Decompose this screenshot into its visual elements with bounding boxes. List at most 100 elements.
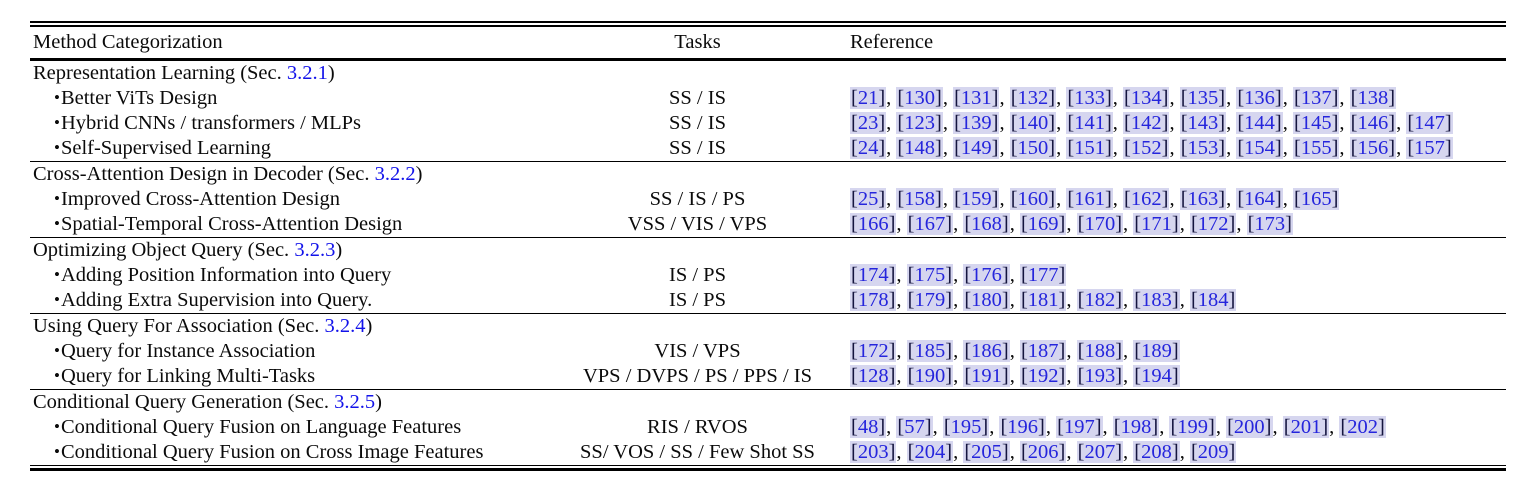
reference-link[interactable]: [169] bbox=[1019, 213, 1067, 235]
reference-link[interactable]: [146] bbox=[1349, 112, 1397, 134]
reference-link[interactable]: [21] bbox=[850, 87, 887, 109]
reference-link[interactable]: [175] bbox=[906, 264, 954, 286]
reference-link[interactable]: [176] bbox=[963, 264, 1010, 286]
reference-link[interactable]: [130] bbox=[896, 87, 943, 109]
bracket-open: [ bbox=[1077, 441, 1085, 463]
reference-link[interactable]: [132] bbox=[1009, 87, 1057, 109]
reference-link[interactable]: [190] bbox=[906, 365, 954, 387]
reference-link[interactable]: [147] bbox=[1406, 112, 1453, 134]
reference-link[interactable]: [148] bbox=[896, 137, 943, 159]
reference-link[interactable]: [131] bbox=[953, 87, 1000, 109]
reference-link[interactable]: [157] bbox=[1406, 137, 1453, 159]
reference-link[interactable]: [199] bbox=[1169, 416, 1216, 438]
reference-link[interactable]: [206] bbox=[1019, 441, 1067, 463]
section-number-link[interactable]: 3.2.3 bbox=[294, 239, 336, 261]
reference-link[interactable]: [201] bbox=[1282, 416, 1330, 438]
reference-link[interactable]: [196] bbox=[999, 416, 1046, 438]
reference-link[interactable]: [135] bbox=[1179, 87, 1227, 109]
reference-link[interactable]: [178] bbox=[850, 289, 897, 311]
reference-link[interactable]: [165] bbox=[1293, 188, 1340, 210]
reference-link[interactable]: [188] bbox=[1076, 340, 1124, 362]
reference-link[interactable]: [133] bbox=[1066, 87, 1113, 109]
reference-link[interactable]: [186] bbox=[963, 340, 1010, 362]
reference-link[interactable]: [123] bbox=[896, 112, 943, 134]
reference-number: 21 bbox=[857, 87, 879, 109]
reference-link[interactable]: [137] bbox=[1293, 87, 1340, 109]
reference-link[interactable]: [189] bbox=[1133, 340, 1180, 362]
section-number-link[interactable]: 3.2.2 bbox=[374, 163, 416, 185]
reference-link[interactable]: [184] bbox=[1189, 289, 1237, 311]
reference-number: 143 bbox=[1187, 112, 1219, 134]
reference-link[interactable]: [202] bbox=[1339, 416, 1386, 438]
reference-link[interactable]: [134] bbox=[1123, 87, 1170, 109]
reference-link[interactable]: [136] bbox=[1236, 87, 1283, 109]
reference-link[interactable]: [128] bbox=[850, 365, 897, 387]
reference-link[interactable]: [195] bbox=[942, 416, 990, 438]
reference-link[interactable]: [141] bbox=[1066, 112, 1113, 134]
reference-link[interactable]: [193] bbox=[1076, 365, 1124, 387]
reference-link[interactable]: [163] bbox=[1179, 188, 1227, 210]
reference-link[interactable]: [207] bbox=[1076, 441, 1124, 463]
reference-link[interactable]: [142] bbox=[1123, 112, 1170, 134]
reference-link[interactable]: [154] bbox=[1236, 137, 1283, 159]
reference-link[interactable]: [162] bbox=[1123, 188, 1170, 210]
reference-link[interactable]: [153] bbox=[1179, 137, 1227, 159]
bracket-close: ] bbox=[1115, 213, 1123, 235]
reference-link[interactable]: [139] bbox=[953, 112, 1000, 134]
reference-link[interactable]: [57] bbox=[896, 416, 933, 438]
reference-link[interactable]: [177] bbox=[1019, 264, 1067, 286]
reference-link[interactable]: [180] bbox=[963, 289, 1010, 311]
reference-link[interactable]: [209] bbox=[1189, 441, 1237, 463]
reference-link[interactable]: [187] bbox=[1019, 340, 1067, 362]
reference-link[interactable]: [166] bbox=[850, 213, 897, 235]
reference-link[interactable]: [200] bbox=[1226, 416, 1273, 438]
reference-link[interactable]: [181] bbox=[1019, 289, 1067, 311]
reference-link[interactable]: [185] bbox=[906, 340, 954, 362]
reference-link[interactable]: [152] bbox=[1123, 137, 1170, 159]
reference-link[interactable]: [149] bbox=[953, 137, 1000, 159]
reference-link[interactable]: [204] bbox=[906, 441, 954, 463]
reference-link[interactable]: [172] bbox=[1189, 213, 1237, 235]
reference-link[interactable]: [145] bbox=[1293, 112, 1340, 134]
reference-link[interactable]: [144] bbox=[1236, 112, 1283, 134]
reference-link[interactable]: [194] bbox=[1133, 365, 1180, 387]
reference-link[interactable]: [156] bbox=[1349, 137, 1397, 159]
reference-link[interactable]: [183] bbox=[1133, 289, 1180, 311]
reference-link[interactable]: [161] bbox=[1066, 188, 1113, 210]
section-number-link[interactable]: 3.2.4 bbox=[324, 315, 366, 337]
reference-link[interactable]: [160] bbox=[1009, 188, 1057, 210]
reference-link[interactable]: [158] bbox=[896, 188, 943, 210]
reference-link[interactable]: [24] bbox=[850, 137, 887, 159]
reference-link[interactable]: [182] bbox=[1076, 289, 1124, 311]
reference-link[interactable]: [198] bbox=[1112, 416, 1160, 438]
reference-link[interactable]: [197] bbox=[1056, 416, 1103, 438]
section-number-link[interactable]: 3.2.1 bbox=[286, 62, 328, 84]
reference-link[interactable]: [168] bbox=[963, 213, 1010, 235]
reference-link[interactable]: [172] bbox=[850, 340, 897, 362]
reference-link[interactable]: [191] bbox=[963, 365, 1010, 387]
reference-link[interactable]: [170] bbox=[1076, 213, 1124, 235]
reference-link[interactable]: [23] bbox=[850, 112, 887, 134]
reference-link[interactable]: [143] bbox=[1179, 112, 1227, 134]
reference-link[interactable]: [140] bbox=[1009, 112, 1057, 134]
reference-link[interactable]: [25] bbox=[850, 188, 887, 210]
reference-link[interactable]: [203] bbox=[850, 441, 897, 463]
reference-link[interactable]: [192] bbox=[1019, 365, 1067, 387]
reference-link[interactable]: [205] bbox=[963, 441, 1010, 463]
bracket-open: [ bbox=[1237, 112, 1245, 134]
section-number-link[interactable]: 3.2.5 bbox=[334, 391, 376, 413]
reference-separator: , bbox=[942, 112, 954, 134]
reference-link[interactable]: [208] bbox=[1133, 441, 1180, 463]
reference-link[interactable]: [164] bbox=[1236, 188, 1283, 210]
reference-link[interactable]: [171] bbox=[1133, 213, 1180, 235]
reference-link[interactable]: [138] bbox=[1349, 87, 1397, 109]
reference-link[interactable]: [167] bbox=[906, 213, 954, 235]
reference-link[interactable]: [150] bbox=[1009, 137, 1057, 159]
reference-link[interactable]: [155] bbox=[1293, 137, 1340, 159]
reference-link[interactable]: [48] bbox=[850, 416, 887, 438]
reference-link[interactable]: [179] bbox=[906, 289, 954, 311]
reference-link[interactable]: [173] bbox=[1246, 213, 1293, 235]
reference-link[interactable]: [174] bbox=[850, 264, 897, 286]
reference-link[interactable]: [151] bbox=[1066, 137, 1113, 159]
reference-link[interactable]: [159] bbox=[953, 188, 1000, 210]
